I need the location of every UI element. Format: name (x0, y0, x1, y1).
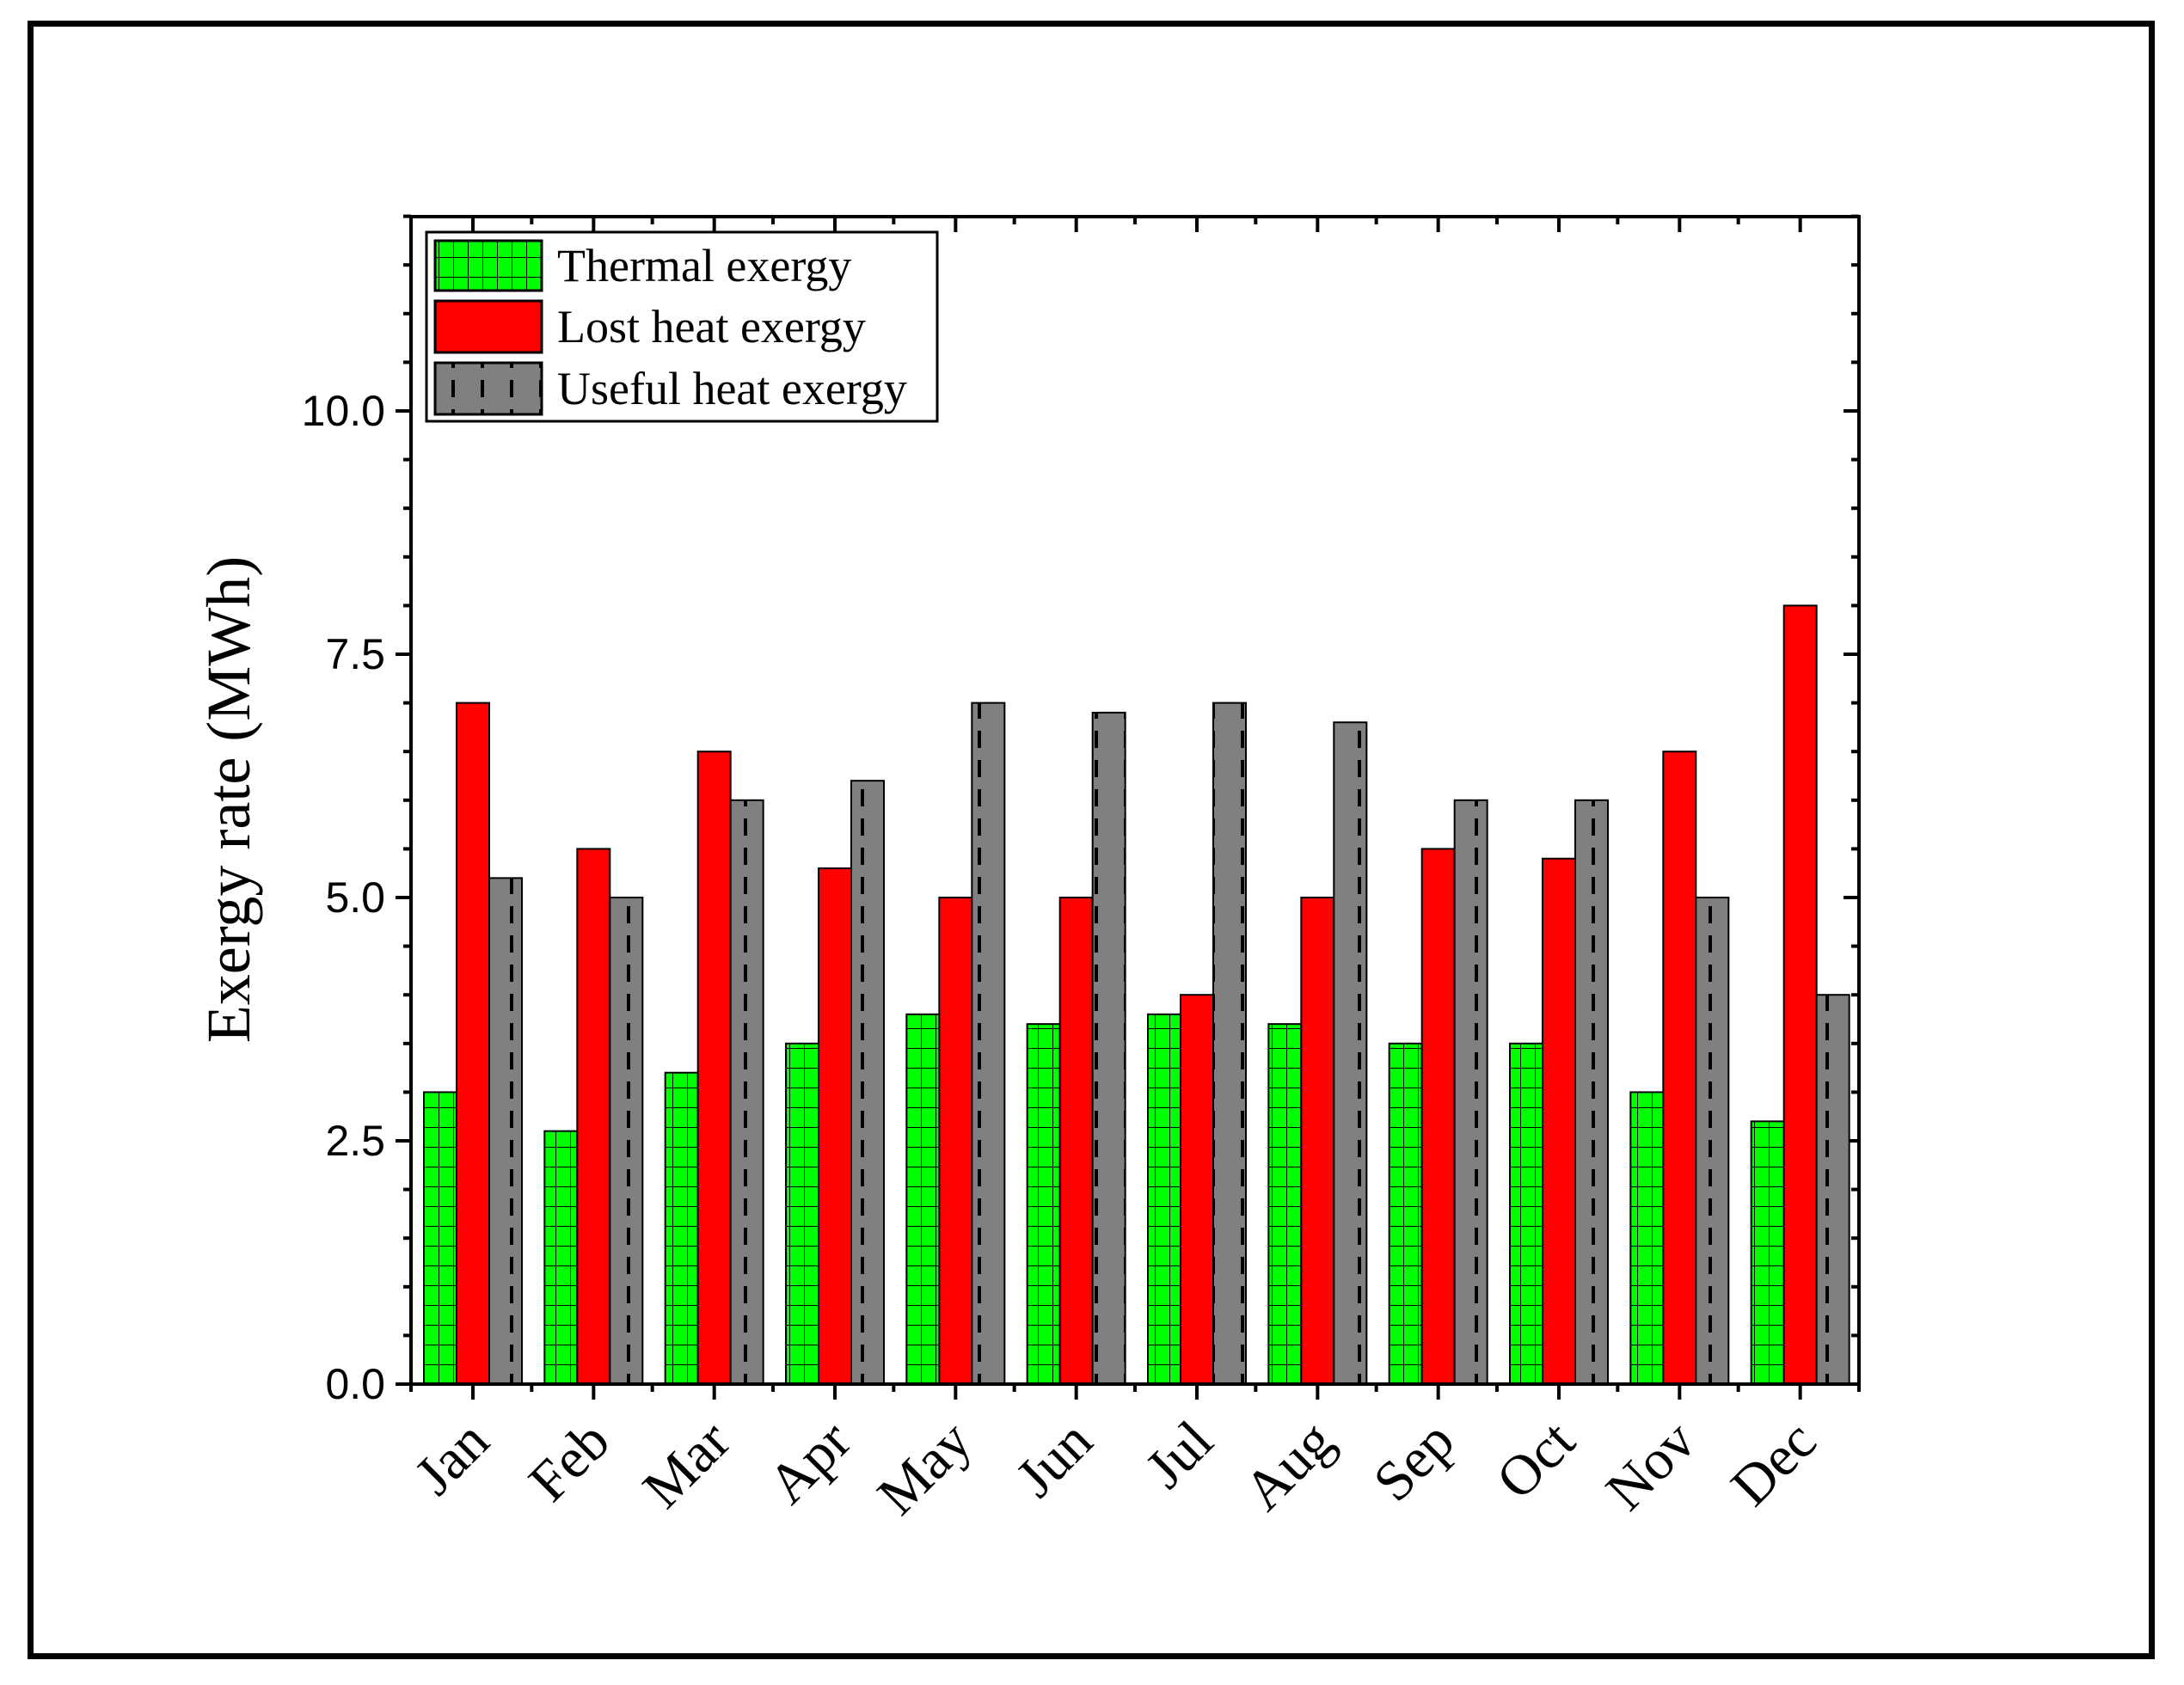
x-tick-label: Nov (1594, 1409, 1708, 1523)
bar-useful-heat-exergy-jun (1091, 711, 1126, 1385)
bar-thermal-exergy-oct (1509, 1042, 1543, 1386)
y-tick-labels: 0.0 2.5 5.0 7.5 10.0 (302, 387, 385, 1408)
bar-thermal-exergy-mar (664, 1071, 699, 1385)
bar-lost-heat-exergy-jul (1180, 994, 1214, 1385)
legend-swatch-useful-heat-exergy (433, 361, 543, 416)
y-axis-label: Exergy rate (MWh) (194, 556, 263, 1043)
y-tick-label: 10.0 (302, 387, 385, 435)
bar-thermal-exergy-may (905, 1013, 941, 1385)
bar-useful-heat-exergy-nov (1695, 897, 1730, 1385)
bar-useful-heat-exergy-aug (1333, 721, 1368, 1385)
bar-lost-heat-exergy-mar (696, 751, 732, 1385)
bar-useful-heat-exergy-may (971, 702, 1006, 1385)
bar-useful-heat-exergy-feb (609, 897, 644, 1385)
bar-useful-heat-exergy-jul (1212, 702, 1247, 1385)
legend: Thermal exergy Lost heat exergy Useful h… (425, 230, 939, 423)
plot-area (409, 215, 1861, 1386)
x-tick-label: Sep (1362, 1409, 1467, 1514)
x-tick-label: Dec (1720, 1409, 1829, 1518)
x-tick-label: Mar (631, 1409, 742, 1520)
bar-thermal-exergy-feb (543, 1130, 579, 1386)
bar-lost-heat-exergy-aug (1300, 897, 1335, 1385)
x-tick-label: Jun (1004, 1409, 1104, 1509)
bar-thermal-exergy-dec (1750, 1120, 1785, 1385)
bar-lost-heat-exergy-apr (818, 867, 852, 1385)
bar-thermal-exergy-aug (1267, 1023, 1303, 1386)
bars (423, 604, 1850, 1386)
bar-lost-heat-exergy-sep (1420, 848, 1456, 1385)
bar-lost-heat-exergy-feb (576, 848, 611, 1385)
y-tick-label: 2.5 (325, 1117, 385, 1165)
y-tick-label: 0.0 (325, 1360, 385, 1408)
bar-useful-heat-exergy-oct (1574, 799, 1609, 1385)
x-tick-label: Apr (756, 1409, 862, 1516)
x-tick-label: Feb (517, 1409, 622, 1514)
legend-swatch-thermal-exergy (433, 239, 543, 292)
bar-useful-heat-exergy-sep (1453, 799, 1488, 1385)
y-tick-label: 7.5 (325, 630, 385, 678)
bar-useful-heat-exergy-mar (729, 799, 764, 1385)
x-tick-label: Jul (1134, 1409, 1225, 1500)
bar-lost-heat-exergy-dec (1782, 604, 1818, 1385)
bar-useful-heat-exergy-apr (850, 780, 885, 1385)
y-tick-label: 5.0 (325, 873, 385, 922)
bar-thermal-exergy-sep (1388, 1042, 1423, 1386)
legend-label-thermal-exergy: Thermal exergy (557, 240, 851, 291)
x-tick-label: Oct (1485, 1409, 1587, 1511)
x-tick-labels: Jan Feb Mar Apr May Jun Jul Aug Sep Oct Nov Dec (403, 1409, 1829, 1527)
bar-thermal-exergy-jul (1147, 1013, 1181, 1385)
bar-lost-heat-exergy-nov (1662, 751, 1697, 1385)
bar-useful-heat-exergy-jan (488, 877, 523, 1385)
bar-thermal-exergy-nov (1629, 1091, 1665, 1386)
bar-lost-heat-exergy-may (938, 897, 973, 1385)
bar-lost-heat-exergy-jan (456, 702, 490, 1385)
legend-label-lost-heat-exergy: Lost heat exergy (557, 301, 866, 352)
x-tick-label: Aug (1232, 1409, 1346, 1523)
x-tick-label: Jan (403, 1409, 501, 1507)
x-tick-label: May (866, 1409, 984, 1527)
bar-thermal-exergy-jan (423, 1091, 457, 1386)
bar-useful-heat-exergy-dec (1815, 994, 1850, 1385)
legend-swatch-lost-heat-exergy (433, 299, 543, 354)
bar-lost-heat-exergy-jun (1058, 897, 1094, 1385)
legend-label-useful-heat-exergy: Useful heat exergy (557, 363, 907, 414)
bar-thermal-exergy-jun (1026, 1023, 1061, 1386)
bar-lost-heat-exergy-oct (1542, 857, 1576, 1385)
bar-thermal-exergy-apr (785, 1042, 819, 1386)
